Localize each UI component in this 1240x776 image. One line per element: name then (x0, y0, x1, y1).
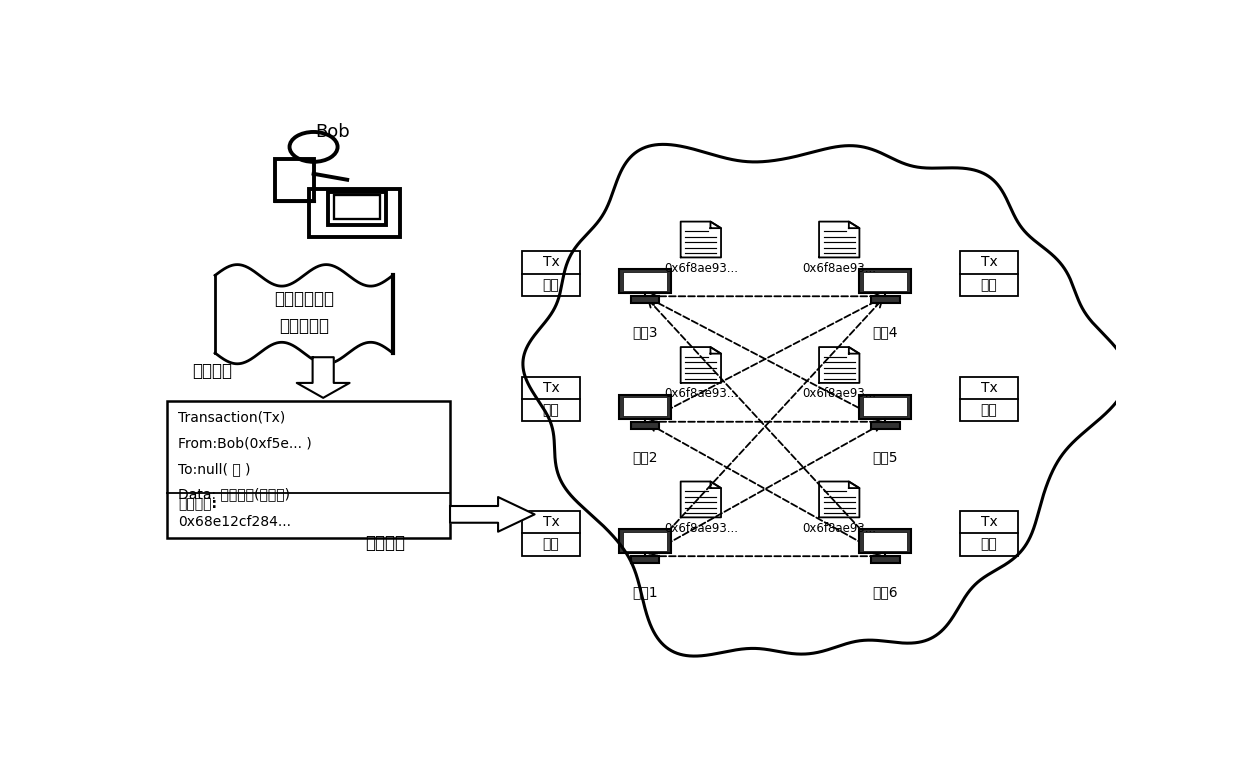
Bar (870, 422, 900, 429)
Bar (631, 296, 660, 303)
Text: Bob: Bob (315, 123, 350, 141)
Text: 签名: 签名 (981, 404, 997, 417)
Bar (622, 532, 667, 551)
Bar (622, 272, 667, 291)
Polygon shape (296, 357, 350, 398)
Text: 0x6f8ae93...: 0x6f8ae93... (663, 521, 738, 535)
Bar (859, 395, 911, 419)
Text: 签名: 签名 (543, 538, 559, 552)
Text: From:Bob(0xf5e... ): From:Bob(0xf5e... ) (179, 436, 311, 450)
Text: 0x6f8ae93...: 0x6f8ae93... (802, 387, 877, 400)
Text: 节点1: 节点1 (632, 585, 658, 599)
Text: 0x6f8ae93...: 0x6f8ae93... (802, 262, 877, 275)
Text: 节点5: 节点5 (873, 451, 898, 465)
Text: Tx: Tx (981, 515, 997, 529)
Bar (859, 269, 911, 293)
Text: 签名: 签名 (981, 278, 997, 292)
Text: 签名: 签名 (543, 278, 559, 292)
Text: Data: 合约代码(字节码): Data: 合约代码(字节码) (179, 487, 290, 501)
Text: 高级语言编写: 高级语言编写 (274, 290, 334, 308)
Text: 签名: 签名 (981, 538, 997, 552)
Bar (863, 397, 908, 417)
Bar (960, 251, 1018, 296)
Text: To:null( 空 ): To:null( 空 ) (179, 462, 250, 476)
Bar (631, 556, 660, 563)
Text: 节点4: 节点4 (873, 325, 898, 339)
Bar (522, 511, 580, 556)
Text: 签名: 签名 (543, 404, 559, 417)
Bar (870, 556, 900, 563)
Bar (522, 376, 580, 421)
Text: Tx: Tx (543, 255, 559, 269)
Bar (275, 159, 314, 201)
Text: Tx: Tx (543, 515, 559, 529)
Bar (622, 397, 667, 417)
Text: 0x6f8ae93...: 0x6f8ae93... (663, 387, 738, 400)
Text: 节点2: 节点2 (632, 451, 658, 465)
Bar (619, 269, 671, 293)
Text: 0x68e12cf284...: 0x68e12cf284... (179, 515, 291, 529)
Bar (619, 395, 671, 419)
Text: Transaction(Tx): Transaction(Tx) (179, 411, 285, 424)
Bar (619, 529, 671, 553)
Bar (960, 511, 1018, 556)
Text: 的智能合约: 的智能合约 (279, 317, 329, 335)
Text: Tx: Tx (981, 381, 997, 395)
Text: 0x6f8ae93...: 0x6f8ae93... (802, 521, 877, 535)
Bar (960, 376, 1018, 421)
Bar (166, 401, 450, 539)
Text: 数字签名:: 数字签名: (179, 497, 217, 511)
Bar (522, 251, 580, 296)
Text: 0x6f8ae93...: 0x6f8ae93... (663, 262, 738, 275)
Bar (309, 189, 401, 237)
Text: Tx: Tx (543, 381, 559, 395)
Bar (631, 422, 660, 429)
Text: 节点3: 节点3 (632, 325, 658, 339)
Bar (859, 529, 911, 553)
Polygon shape (450, 497, 534, 532)
Text: 发送交易: 发送交易 (366, 534, 405, 552)
Bar (327, 192, 386, 224)
Bar (863, 532, 908, 551)
Bar (863, 272, 908, 291)
Text: 节点6: 节点6 (873, 585, 898, 599)
Text: Tx: Tx (981, 255, 997, 269)
Bar (334, 196, 379, 219)
Bar (870, 296, 900, 303)
Text: 创建交易: 创建交易 (192, 362, 233, 380)
